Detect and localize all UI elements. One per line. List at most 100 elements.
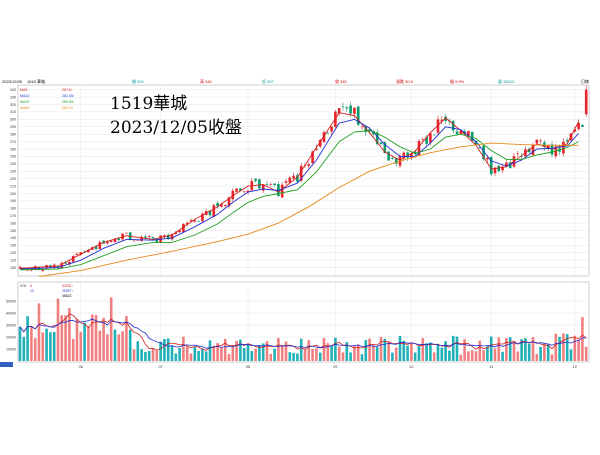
candle-body <box>109 240 113 242</box>
candle-body <box>220 204 223 207</box>
candle-body <box>337 108 341 114</box>
volume-bar <box>185 346 189 361</box>
volume-bar <box>18 326 22 361</box>
volume-bar <box>254 348 257 361</box>
chart-header: 2023/12/05 1519 華城 日線 開 300 高 340 低 307 收 3… <box>2 78 589 84</box>
volume-ma-lines <box>19 313 587 351</box>
y-tick-label: 150 <box>10 229 16 233</box>
candle-body <box>379 142 383 145</box>
volume-bar <box>417 346 421 361</box>
candle-body <box>68 261 71 265</box>
candle-body <box>493 167 497 174</box>
volume-bar <box>322 337 326 361</box>
candle-body <box>501 166 504 171</box>
volume-bar <box>497 337 501 361</box>
candle-body <box>565 140 569 142</box>
candle-body <box>87 249 90 253</box>
candle-body <box>239 188 242 191</box>
candle-body <box>410 153 413 158</box>
volume-bar <box>102 317 105 361</box>
volume-bar <box>155 350 159 361</box>
y-tick-label: 280 <box>10 132 16 136</box>
candle-body <box>235 188 238 192</box>
volume-bars <box>18 297 588 361</box>
y-tick-label: 240 <box>10 162 16 166</box>
candle-body <box>429 133 432 143</box>
candle-body <box>539 140 542 142</box>
candle-body <box>508 162 512 169</box>
volume-bar <box>90 314 94 361</box>
volume-bar <box>307 340 311 361</box>
volume-bar <box>208 340 212 361</box>
candle-body <box>478 147 482 148</box>
ma-line-ma20 <box>19 130 579 271</box>
volume-bar <box>554 333 558 361</box>
candle-body <box>550 144 554 155</box>
volume-ma-line-5 <box>19 313 587 351</box>
header-date: 2023/12/05 <box>2 79 23 84</box>
candle-body <box>64 262 67 264</box>
volume-bar <box>136 341 140 361</box>
candle-body <box>546 145 550 150</box>
candle-body <box>417 140 421 156</box>
candle-body <box>315 148 318 151</box>
volume-bar <box>326 343 330 361</box>
candle-body <box>212 205 216 217</box>
volume-bar <box>87 326 90 361</box>
volume-bar <box>250 351 254 361</box>
chart-title-overlay: 1519華城 2023/12/05收盤 <box>110 92 242 140</box>
volume-bar <box>539 346 542 361</box>
candle-body <box>497 165 501 172</box>
volume-bar <box>159 341 162 361</box>
volume-bar <box>394 347 398 361</box>
volume-bar <box>527 343 531 361</box>
volume-bar <box>147 351 151 361</box>
candle-body <box>311 151 314 164</box>
volume-bar <box>581 317 584 361</box>
volume-bar <box>402 340 406 361</box>
volume-bar <box>258 345 261 361</box>
volume-tick-label: 10000 <box>6 347 16 351</box>
overlay-date: 2023/12/05收盤 <box>110 118 242 138</box>
candle-body <box>166 235 170 240</box>
volume-bar <box>482 350 485 361</box>
candle-body <box>292 175 295 179</box>
candle-body <box>254 178 257 181</box>
volume-bar <box>474 351 478 361</box>
candle-body <box>159 235 162 242</box>
candle-body <box>265 184 269 185</box>
volume-bar <box>79 331 83 361</box>
candle-body <box>356 106 360 125</box>
x-axis: 06 07 08 09 10 11 12 <box>79 365 577 369</box>
candle-body <box>489 157 493 175</box>
volume-bar <box>505 338 508 361</box>
header-item: 收 340 <box>335 78 348 84</box>
legend-value: 297.6↑ <box>62 88 73 92</box>
candle-body <box>520 156 523 157</box>
y-tick-label: 300 <box>10 118 16 122</box>
y-tick-label: 130 <box>10 244 16 248</box>
y-tick-label: 340 <box>10 88 16 92</box>
volume-bar <box>569 349 573 361</box>
candle-body <box>543 142 546 147</box>
volume-bar <box>71 338 75 361</box>
volume-bar <box>444 341 447 361</box>
candle-body <box>516 153 520 155</box>
scroll-tab[interactable] <box>0 362 13 367</box>
volume-bar <box>421 338 425 361</box>
candle-body <box>296 175 299 182</box>
candle-body <box>140 236 143 241</box>
candle-body <box>349 105 352 114</box>
volume-bar <box>406 345 409 361</box>
volume-bar <box>227 354 231 361</box>
volume-bar <box>273 348 276 361</box>
y-tick-label: 180 <box>10 207 16 211</box>
volume-bar <box>550 354 554 361</box>
y-tick-label: 270 <box>10 140 16 144</box>
volume-bar <box>318 352 322 361</box>
candle-body <box>223 205 227 207</box>
ma-line-ma5 <box>19 112 580 269</box>
candle-body <box>79 252 83 255</box>
candle-body <box>577 123 580 130</box>
